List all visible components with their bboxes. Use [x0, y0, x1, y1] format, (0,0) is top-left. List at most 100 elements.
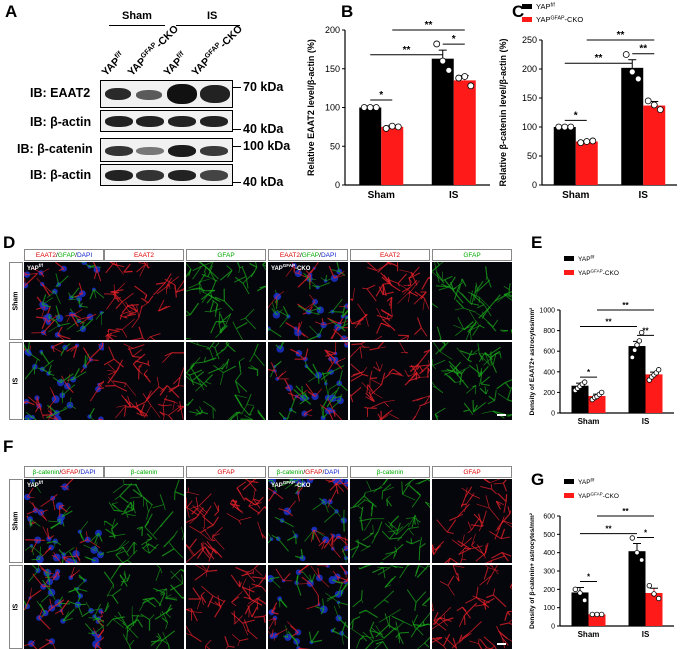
micrograph-green: [432, 262, 512, 340]
micrograph-red: [350, 262, 430, 340]
micrograph-red: [432, 565, 512, 649]
genotype-label: YAPf/f: [27, 263, 43, 272]
data-point: [373, 105, 379, 111]
blot-label-actin-2: IB: β-actin: [30, 168, 91, 182]
lane-label-3: YAPf/f: [161, 50, 189, 78]
blot-actin-2: [100, 164, 233, 186]
y-axis-label: Density of β-catenin+ astrocytes/mm²: [529, 512, 536, 629]
y-tick-label: 100: [543, 605, 555, 612]
micrograph-red: [186, 479, 266, 563]
x-tick-label: IS: [642, 630, 650, 639]
micrograph-merge: [24, 565, 104, 649]
blot-actin-1: [100, 110, 233, 132]
micrograph-red: [104, 262, 184, 340]
micrograph-red: [186, 565, 266, 649]
panel-label-a: A: [5, 2, 17, 22]
data-point: [632, 348, 637, 353]
y-tick-label: 200: [522, 64, 537, 74]
bar: [629, 551, 646, 626]
micrograph-green: [186, 262, 266, 340]
micrograph-green: [350, 565, 430, 649]
data-point: [651, 102, 657, 108]
y-tick-label: 250: [522, 35, 537, 45]
data-point: [595, 612, 600, 617]
channel-header: GFAP: [432, 249, 512, 261]
row-label: Sham: [9, 262, 23, 340]
mw-label-70: 70 kDa: [243, 80, 283, 94]
y-tick-label: 0: [551, 410, 555, 417]
channel-header: EAAT2: [350, 249, 430, 261]
channel-header: β-catenin: [350, 466, 430, 478]
micrograph-green: [186, 342, 266, 420]
y-tick-label: 150: [522, 93, 537, 103]
legend-label: YAPGFAP-CKO: [578, 492, 619, 500]
blot-label-eaat2: IB: EAAT2: [30, 86, 90, 100]
y-tick-label: 600: [543, 513, 555, 520]
y-tick-label: 0: [551, 623, 555, 630]
group-line-sham: [109, 25, 165, 26]
legend-swatch: [564, 493, 574, 498]
lane-label-4: YAPGFAP-CKO: [189, 23, 245, 79]
legend-label: YAPf/f: [578, 255, 595, 263]
data-point: [578, 591, 583, 596]
x-tick-label: IS: [449, 190, 459, 201]
channel-header: EAAT2/GFAP/DAPI: [24, 249, 104, 261]
micrograph-green: [432, 342, 512, 420]
data-point: [590, 138, 596, 144]
data-point: [630, 536, 635, 541]
data-point: [573, 587, 578, 592]
significance-label: *: [452, 34, 456, 45]
significance-label: **: [622, 301, 629, 310]
significance-label: **: [639, 44, 647, 55]
legend-label: YAPf/f: [536, 2, 555, 11]
data-point: [568, 124, 574, 130]
group-label-is: IS: [207, 10, 217, 22]
y-tick-label: 400: [543, 550, 555, 557]
data-point: [645, 98, 651, 104]
data-point: [367, 105, 373, 111]
y-tick-label: 100: [325, 103, 340, 113]
y-tick-label: 0: [532, 180, 537, 190]
row-label: Sham: [9, 479, 23, 563]
row-label: IS: [9, 342, 23, 420]
blot-label-bcatenin: IB: β-catenin: [17, 142, 93, 156]
data-point: [656, 367, 661, 372]
channel-header: β-catenin/GFAP/DAPI: [24, 466, 104, 478]
genotype-label: YAPGFAP-CKO: [271, 480, 310, 489]
data-point: [647, 583, 652, 588]
y-tick-label: 150: [325, 64, 340, 74]
data-point: [639, 558, 644, 563]
data-point: [562, 124, 568, 130]
y-tick-label: 0: [335, 180, 340, 190]
group-label-sham: Sham: [122, 10, 152, 22]
legend-label: YAPf/f: [578, 478, 595, 486]
y-tick-label: 200: [543, 390, 555, 397]
data-point: [599, 612, 604, 617]
data-point: [584, 139, 590, 145]
legend-swatch: [564, 270, 574, 275]
x-tick-label: Sham: [578, 417, 600, 426]
y-tick-label: 200: [543, 587, 555, 594]
micrograph-merge: [268, 342, 348, 420]
data-point: [652, 592, 657, 597]
data-point: [446, 67, 452, 73]
data-point: [361, 105, 367, 111]
data-point: [434, 41, 440, 47]
channel-header: GFAP: [186, 249, 266, 261]
y-axis-label: Relative EAAT2 level/β-actin (%): [306, 39, 316, 176]
lane-label-1: YAPf/f: [99, 50, 127, 78]
micrograph-merge: YAPf/f: [24, 262, 104, 340]
significance-label: **: [642, 326, 649, 335]
x-tick-label: Sham: [578, 630, 600, 639]
significance-label: **: [622, 507, 629, 516]
legend-swatch: [564, 479, 574, 484]
data-point: [590, 612, 595, 617]
micrograph-green: [104, 565, 184, 649]
bar: [381, 127, 403, 185]
genotype-label: YAPGFAP-CKO: [271, 263, 310, 272]
micrograph-merge: YAPGFAP-CKO: [268, 479, 348, 563]
channel-header: β-catenin/GFAP/DAPI: [268, 466, 348, 478]
significance-label: *: [644, 529, 648, 538]
